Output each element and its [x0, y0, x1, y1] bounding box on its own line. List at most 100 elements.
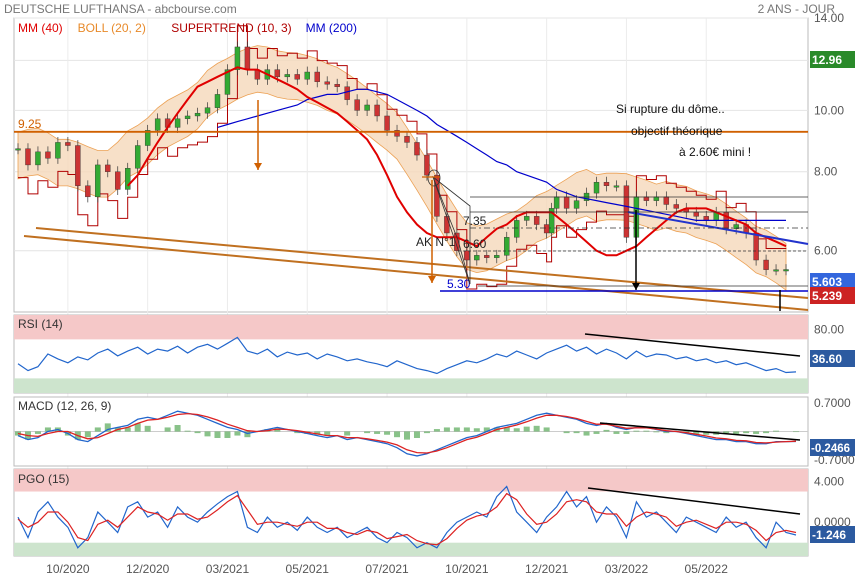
candle-body [144, 130, 151, 146]
x-tick-label: 10/2021 [445, 562, 489, 576]
macd-histogram-bar [44, 427, 51, 432]
candle-body [85, 185, 91, 198]
x-tick-label: 03/2021 [206, 562, 250, 576]
ak-label: AK N°1 [416, 235, 456, 249]
candle-body [613, 185, 620, 188]
last-close-badge-bg [810, 51, 855, 68]
overbought-zone [14, 469, 808, 492]
macd-histogram-bar [443, 427, 450, 432]
macd-histogram-bar [623, 431, 630, 434]
macd-histogram-bar [314, 431, 321, 435]
macd-histogram-bar [234, 431, 241, 436]
macd-histogram-bar [374, 431, 381, 434]
pgo-line [17, 485, 797, 549]
candle-body [404, 136, 410, 143]
ak-triangle [432, 175, 471, 285]
candle-body [374, 104, 380, 117]
price-y-tick: 10.00 [814, 103, 844, 117]
x-tick-label: 10/2020 [46, 562, 90, 576]
macd-histogram-bar [503, 427, 510, 432]
candle-body [533, 216, 540, 225]
macd-histogram-bar [473, 428, 480, 432]
price-y-tick: 8.00 [814, 165, 838, 179]
level-925-label: 9.25 [18, 117, 42, 131]
candle-body [653, 196, 660, 201]
candle-body [95, 164, 101, 198]
panel-y-tick: 4.000 [814, 474, 844, 488]
macd-histogram-bar [763, 431, 770, 434]
macd-histogram-bar [563, 431, 570, 434]
candle-body [733, 224, 739, 229]
candle-body [344, 86, 350, 100]
last-close-badge: 12.96 [812, 53, 842, 67]
target-arrow-2-head [428, 276, 436, 283]
x-tick-label: 07/2021 [365, 562, 409, 576]
macd-histogram-bar [144, 425, 151, 432]
macd-histogram-bar [423, 431, 430, 434]
candle-body [154, 118, 161, 131]
macd-histogram-bar [384, 431, 391, 435]
candle-body [773, 269, 779, 272]
candle-body [643, 196, 650, 201]
legend-boll: BOLL (20, 2) [78, 21, 146, 35]
macd-histogram-bar [274, 428, 281, 432]
oversold-zone [14, 378, 808, 393]
legend-supertrend: SUPERTREND (10, 3) [171, 21, 291, 35]
panel-y-tick: 0.0000 [814, 515, 851, 529]
macd-divergence-line [599, 422, 801, 441]
candle-body [548, 208, 555, 234]
macd-line [17, 410, 797, 457]
candle-body [414, 142, 420, 156]
macd-histogram-bar [214, 431, 221, 438]
macd-histogram-bar [433, 429, 440, 432]
candle-body [274, 69, 281, 78]
pgo-signal-line [17, 492, 797, 546]
macd-histogram-bar [603, 429, 610, 432]
ak-circle [427, 169, 441, 187]
rsi-badge-bg [810, 350, 855, 367]
macd-badge-bg [810, 439, 855, 456]
supertrend-badge-bg [810, 287, 855, 304]
candle-body [543, 224, 550, 234]
macd-histogram-bar [324, 431, 331, 436]
target-arrow-1-head [254, 163, 262, 170]
candle-body [384, 115, 390, 131]
rsi-label: RSI (14) [18, 317, 63, 331]
candle-body [55, 142, 61, 159]
candle-body [603, 181, 610, 186]
macd-histogram-bar [134, 423, 141, 432]
macd-histogram-bar [583, 431, 590, 436]
macd-histogram-bar [174, 425, 181, 432]
candle-body [324, 81, 330, 85]
candle-body [35, 151, 41, 166]
macd-histogram-bar [124, 427, 131, 432]
candle-body [204, 107, 211, 114]
macd-histogram-bar [723, 431, 730, 434]
overbought-zone [14, 315, 808, 340]
channel-line-lower [23, 235, 809, 311]
macd-histogram-bar [523, 426, 530, 432]
macd-histogram-bar [693, 431, 700, 434]
panel-y-tick: -0.7000 [814, 453, 855, 467]
comment-line-1: Si rupture du dôme.. [616, 102, 725, 116]
macd-label: MACD (12, 26, 9) [18, 399, 111, 413]
candle-body [105, 164, 111, 172]
candle-body [394, 130, 400, 137]
macd-histogram-bar [453, 427, 460, 432]
oversold-zone [14, 542, 808, 556]
macd-histogram-bar [793, 431, 799, 433]
pgo-divergence-line [587, 487, 801, 515]
rsi-line [17, 336, 797, 375]
candle-body [134, 145, 141, 169]
macd-histogram-bar [463, 427, 470, 432]
supertrend-line [18, 25, 787, 290]
candle-body [474, 255, 480, 261]
period-label: 2 ANS - JOUR [757, 2, 835, 16]
macd-histogram-bar [34, 431, 41, 434]
macd-histogram-bar [294, 431, 301, 434]
x-tick-label: 03/2022 [605, 562, 649, 576]
macd-histogram-bar [344, 431, 351, 436]
candle-body [224, 69, 231, 95]
current-price-badge: 5.603 [812, 275, 842, 289]
macd-histogram-bar [643, 430, 650, 432]
